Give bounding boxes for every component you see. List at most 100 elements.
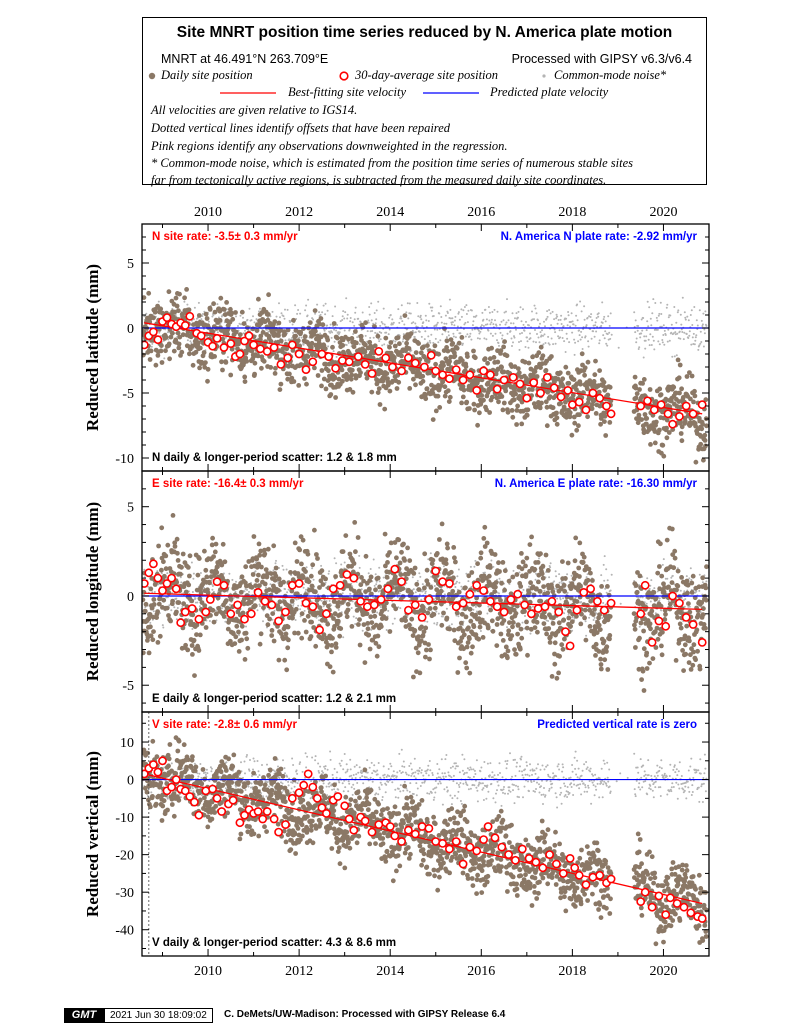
cmn-point — [214, 609, 217, 612]
daily-point — [236, 649, 242, 654]
cmn-point — [378, 340, 381, 343]
cmn-point — [163, 357, 166, 360]
daily-point — [330, 669, 336, 675]
cmn-point — [287, 588, 290, 591]
cmn-point — [331, 315, 334, 318]
daily-point — [397, 341, 402, 347]
cmn-point — [680, 328, 683, 331]
daily-point — [239, 574, 245, 580]
cmn-point — [220, 607, 223, 610]
cmn-point — [487, 605, 490, 608]
cmn-point — [520, 340, 522, 343]
daily-point — [493, 584, 498, 590]
daily-point — [487, 356, 493, 362]
daily-point — [498, 598, 503, 603]
daily-point — [452, 555, 457, 561]
daily-point — [142, 597, 146, 603]
daily-point — [424, 567, 430, 573]
cmn-point — [605, 342, 608, 345]
daily-point — [378, 362, 383, 367]
cmn-point — [194, 597, 197, 600]
cmn-point — [517, 316, 519, 319]
cmn-point — [603, 579, 606, 582]
cmn-point — [379, 324, 382, 327]
cmn-point — [368, 306, 371, 308]
cmn-point — [573, 353, 576, 356]
daily-point — [394, 590, 400, 595]
cmn-point — [543, 320, 545, 323]
daily-point — [567, 414, 573, 420]
daily-point — [384, 600, 389, 606]
daily-point — [452, 353, 458, 359]
cmn-point — [601, 617, 604, 619]
daily-point — [261, 605, 266, 611]
cmn-point — [640, 332, 643, 335]
daily-point — [214, 570, 220, 575]
daily-point — [605, 392, 611, 398]
daily-point — [409, 591, 414, 596]
cmn-point — [255, 561, 257, 564]
daily-point — [171, 348, 177, 354]
avg-point — [508, 372, 518, 382]
cmn-point — [553, 587, 556, 590]
cmn-point — [518, 348, 521, 351]
daily-point — [504, 353, 510, 359]
cmn-point — [186, 339, 189, 342]
cmn-point — [546, 315, 549, 318]
cmn-point — [259, 307, 261, 310]
cmn-point — [335, 562, 338, 565]
daily-point — [576, 423, 581, 429]
cmn-point — [419, 575, 422, 578]
cmn-point — [534, 578, 537, 581]
cmn-point — [292, 331, 295, 334]
daily-point — [265, 571, 270, 576]
cmn-point — [574, 324, 577, 327]
daily-point — [480, 577, 486, 583]
cmn-point — [424, 590, 427, 593]
cmn-point — [231, 578, 234, 581]
cmn-point — [339, 320, 342, 323]
cmn-point — [498, 592, 500, 595]
cmn-point — [511, 345, 513, 347]
daily-point — [481, 387, 487, 393]
cmn-point — [329, 331, 332, 334]
daily-point — [330, 635, 335, 641]
daily-point — [291, 317, 296, 323]
daily-point — [458, 638, 463, 644]
cmn-point — [600, 574, 603, 577]
cmn-point — [409, 312, 412, 315]
daily-point — [313, 353, 319, 359]
daily-point — [362, 349, 368, 355]
daily-point — [358, 370, 363, 375]
cmn-point — [692, 332, 695, 335]
daily-point — [598, 421, 603, 427]
daily-point — [682, 419, 688, 424]
cmn-point — [534, 307, 537, 310]
cmn-point — [298, 336, 301, 339]
cmn-point — [662, 558, 665, 561]
daily-point — [349, 336, 355, 341]
cmn-point — [499, 323, 501, 326]
cmn-point — [450, 623, 453, 626]
cmn-point — [641, 596, 644, 599]
avg-point — [294, 349, 304, 359]
daily-point — [515, 403, 520, 409]
cmn-point — [650, 324, 653, 327]
cmn-point — [416, 302, 419, 304]
daily-point — [387, 344, 392, 350]
cmn-point — [374, 322, 377, 325]
cmn-point — [339, 604, 342, 607]
daily-point — [323, 361, 328, 367]
cmn-point — [297, 309, 300, 311]
cmn-point — [499, 331, 502, 334]
daily-point — [492, 589, 498, 594]
daily-point — [259, 365, 264, 371]
daily-point — [457, 655, 462, 661]
cmn-point — [705, 324, 708, 327]
cmn-point — [542, 343, 545, 346]
daily-point — [452, 638, 458, 644]
daily-point — [351, 344, 357, 350]
cmn-point — [374, 331, 377, 334]
cmn-point — [420, 598, 423, 601]
cmn-point — [683, 590, 686, 593]
